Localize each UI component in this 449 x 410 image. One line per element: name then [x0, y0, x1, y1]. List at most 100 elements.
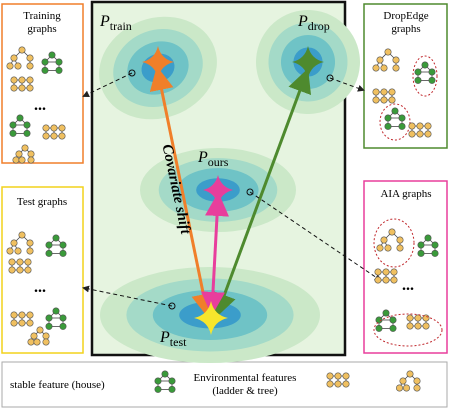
graph-node [48, 51, 56, 59]
graph-node [376, 56, 384, 64]
graph-node [431, 241, 439, 249]
graph-node [26, 247, 34, 255]
graph-node [59, 314, 67, 322]
shift-arrow [212, 68, 312, 318]
graph-node [414, 322, 422, 330]
graph-node [6, 247, 14, 255]
graph-node [154, 385, 162, 393]
highlight-ring [373, 218, 415, 268]
graph-node [380, 236, 388, 244]
graph-node [58, 124, 66, 132]
graph-node [396, 244, 404, 252]
ellipsis: ... [402, 277, 414, 294]
graph-node [380, 96, 388, 104]
symbol: P [197, 149, 208, 166]
pointer-line [249, 191, 382, 282]
graph-node [398, 122, 406, 130]
graph-node [9, 121, 17, 129]
graph-node [382, 276, 390, 284]
graph-node [10, 54, 18, 62]
panel-frame [363, 180, 448, 354]
graph-node [402, 384, 410, 392]
graph-node [9, 129, 17, 137]
graph-node [55, 66, 63, 74]
graph-node [391, 107, 399, 115]
shift-arrow [149, 66, 216, 318]
graph-node [18, 311, 26, 319]
panel-title: Training graphs [23, 10, 61, 35]
graph-node [6, 62, 14, 70]
graph-node [18, 76, 26, 84]
graph-node [417, 241, 425, 249]
graph-node [42, 124, 50, 132]
graph-node [382, 309, 390, 317]
graph-node [424, 130, 432, 138]
graph-node [334, 380, 342, 388]
graph-node [374, 276, 382, 284]
highlight-ring [379, 103, 411, 141]
highlight-ring [373, 313, 443, 347]
graph-node [168, 385, 176, 393]
graph-node [23, 129, 31, 137]
graph-node [398, 114, 406, 122]
graph-node [388, 96, 396, 104]
legend-frame [1, 361, 448, 408]
graph-node [45, 322, 53, 330]
graph-node [399, 377, 407, 385]
graph-node [18, 84, 26, 92]
distribution-star [292, 46, 324, 78]
graph-node [26, 84, 34, 92]
graph-node [382, 268, 390, 276]
graph-node [36, 326, 44, 334]
graph-node [413, 384, 421, 392]
graph-node [342, 380, 350, 388]
graph-node [12, 156, 20, 164]
graph-node [50, 124, 58, 132]
panel-frame [1, 3, 84, 164]
graph-node [26, 311, 34, 319]
graph-node [414, 314, 422, 322]
graph-node [389, 324, 397, 332]
graph-node [421, 61, 429, 69]
graph-node [395, 384, 403, 392]
graph-node [24, 258, 32, 266]
graph-node [59, 241, 67, 249]
graph-node [372, 88, 380, 96]
graph-node [428, 68, 436, 76]
graph-node [45, 249, 53, 257]
graph-node [52, 234, 60, 242]
graph-node [45, 241, 53, 249]
legend-label: Environmental features (ladder & tree) [193, 372, 297, 397]
pointer-line [82, 72, 133, 97]
graph-node [21, 144, 29, 152]
distribution-label: Ptest [159, 329, 187, 349]
graph-node [326, 372, 334, 380]
pointer-line [329, 77, 365, 92]
graph-node [45, 314, 53, 322]
panel-title: AIA graphs [380, 188, 432, 200]
graph-node [55, 58, 63, 66]
graph-node [168, 377, 176, 385]
graph-node [376, 244, 384, 252]
graph-node [59, 249, 67, 257]
distribution-star [142, 46, 174, 78]
graph-node [334, 372, 342, 380]
symbol: P [297, 13, 308, 30]
graph-node [10, 311, 18, 319]
graph-node [416, 122, 424, 130]
graph-node [18, 319, 26, 327]
graph-node [30, 332, 38, 340]
graph-node [342, 372, 350, 380]
graph-node [384, 48, 392, 56]
distribution-star [194, 301, 228, 335]
graph-node [8, 258, 16, 266]
graph-node [26, 54, 34, 62]
graph-node [396, 236, 404, 244]
pointer-dot [168, 302, 176, 310]
pointer-line [82, 285, 173, 307]
graph-node [41, 58, 49, 66]
graph-node [390, 268, 398, 276]
graph-node [26, 239, 34, 247]
graph-node [380, 88, 388, 96]
